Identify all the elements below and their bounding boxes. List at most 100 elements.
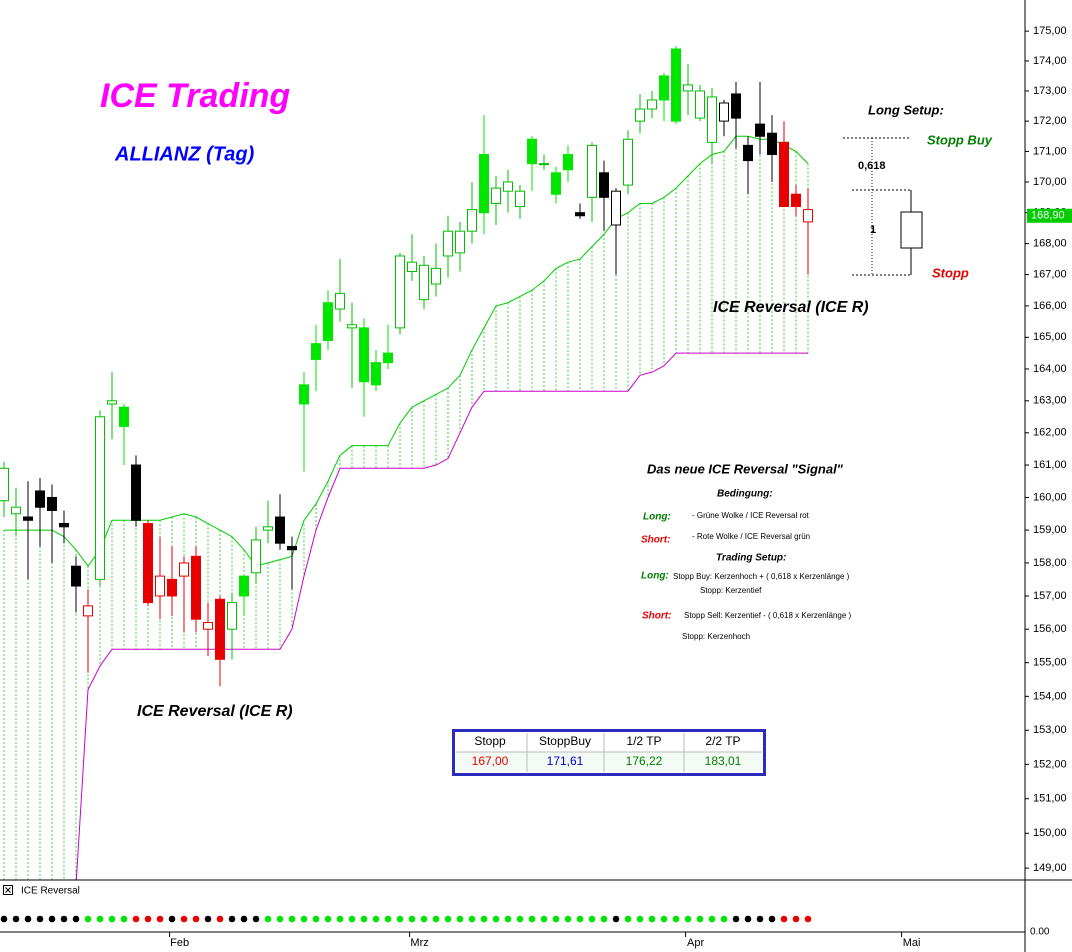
candle-body bbox=[611, 190, 621, 226]
indicator-dot bbox=[228, 915, 236, 923]
candle-body bbox=[575, 212, 585, 217]
candle-body bbox=[107, 400, 117, 405]
indicator-dot bbox=[168, 915, 176, 923]
candle-body bbox=[287, 545, 297, 551]
annotation: Stopp: Kerzentief bbox=[700, 586, 762, 595]
candle-body bbox=[623, 138, 633, 186]
candle-body bbox=[119, 406, 129, 427]
annotation: Trading Setup: bbox=[716, 553, 786, 564]
indicator-dot bbox=[396, 915, 404, 923]
last-price-label: 168,90 bbox=[1031, 210, 1065, 222]
y-tick-label: 156,00 bbox=[1033, 623, 1067, 635]
candle-body bbox=[167, 578, 177, 597]
table-cell: 171,61 bbox=[547, 754, 584, 768]
y-tick-label: 173,00 bbox=[1033, 85, 1067, 97]
indicator-dot bbox=[684, 915, 692, 923]
panel-title: ICE Reversal bbox=[21, 886, 80, 897]
stop-table: Stopp StoppBuy 1/2 TP 2/2 TP 167,00 171,… bbox=[452, 729, 766, 776]
candle-body bbox=[0, 467, 9, 502]
candle-body bbox=[479, 153, 489, 214]
cloud-upper-line bbox=[4, 135, 809, 568]
y-tick-label: 163,00 bbox=[1033, 395, 1067, 407]
x-tick-label: Mrz bbox=[410, 937, 428, 949]
candle-body bbox=[779, 141, 789, 208]
candle-body bbox=[227, 602, 237, 630]
y-tick-label: 153,00 bbox=[1033, 724, 1067, 736]
candle-body bbox=[431, 267, 441, 285]
indicator-dot bbox=[552, 915, 560, 923]
table-cell: 183,01 bbox=[705, 754, 742, 768]
indicator-dot bbox=[360, 915, 368, 923]
indicator-dot bbox=[624, 915, 632, 923]
indicator-dot bbox=[300, 915, 308, 923]
y-tick-label: 150,00 bbox=[1033, 827, 1067, 839]
annotation: ICE Reversal (ICE R) bbox=[137, 703, 293, 720]
indicator-dot bbox=[804, 915, 812, 923]
annotation: Stopp Buy: Kerzenhoch + ( 0,618 x Kerzen… bbox=[673, 572, 850, 581]
indicator-dot bbox=[768, 915, 776, 923]
candle-body bbox=[251, 539, 261, 574]
annotation: Stopp bbox=[932, 265, 969, 280]
candle-body bbox=[803, 209, 813, 223]
indicator-dot bbox=[108, 915, 116, 923]
indicator-dot bbox=[180, 915, 188, 923]
indicator-dot bbox=[444, 915, 452, 923]
candle-body bbox=[11, 506, 21, 515]
y-tick-label: 171,00 bbox=[1033, 145, 1067, 157]
indicator-dot bbox=[492, 915, 500, 923]
indicator-dot bbox=[432, 915, 440, 923]
annotation: 0,618 bbox=[858, 160, 886, 172]
candle-body bbox=[443, 230, 453, 257]
candle-body bbox=[635, 108, 645, 122]
candle-body bbox=[239, 575, 249, 597]
indicator-dot bbox=[372, 915, 380, 923]
candle-body bbox=[587, 144, 597, 198]
candle-body bbox=[383, 352, 393, 364]
candle-body bbox=[59, 523, 69, 528]
indicator-dot bbox=[120, 915, 128, 923]
candle-body bbox=[191, 555, 201, 620]
indicator-dot bbox=[216, 915, 224, 923]
indicator-dot bbox=[288, 915, 296, 923]
y-tick-label: 172,00 bbox=[1033, 115, 1067, 127]
candle-body bbox=[335, 292, 345, 310]
candle-body bbox=[599, 172, 609, 198]
y-tick-label: 165,00 bbox=[1033, 331, 1067, 343]
indicator-dot bbox=[504, 915, 512, 923]
candle-body bbox=[35, 490, 45, 508]
indicator-dot bbox=[24, 915, 32, 923]
chart-subtitle: ALLIANZ (Tag) bbox=[114, 143, 255, 165]
indicator-dot bbox=[636, 915, 644, 923]
candle-body bbox=[707, 96, 717, 143]
indicator-dot bbox=[48, 915, 56, 923]
table-header: 2/2 TP bbox=[705, 734, 740, 748]
candle-body bbox=[299, 384, 309, 405]
annotation: Short: bbox=[641, 535, 670, 546]
example-candle bbox=[900, 211, 923, 249]
indicator-dot bbox=[156, 915, 164, 923]
candle-body bbox=[731, 93, 741, 119]
candle-body bbox=[767, 132, 777, 155]
candle-body bbox=[551, 172, 561, 195]
candle-body bbox=[47, 496, 57, 511]
annotation: Long Setup: bbox=[868, 102, 944, 117]
indicator-dot bbox=[588, 915, 596, 923]
table-header: 1/2 TP bbox=[626, 734, 661, 748]
y-tick-label: 164,00 bbox=[1033, 363, 1067, 375]
indicator-dot bbox=[240, 915, 248, 923]
candle-body bbox=[347, 324, 357, 329]
candle-body bbox=[563, 153, 573, 171]
candle-body bbox=[527, 138, 537, 165]
candle-body bbox=[263, 526, 273, 531]
indicator-dot bbox=[732, 915, 740, 923]
indicator-dot bbox=[132, 915, 140, 923]
indicator-dot bbox=[696, 915, 704, 923]
indicator-dot bbox=[252, 915, 260, 923]
candle-body bbox=[179, 562, 189, 577]
indicator-dot bbox=[780, 915, 788, 923]
x-tick-label: Apr bbox=[687, 937, 704, 949]
cloud-lower-line bbox=[75, 352, 808, 880]
x-tick-label: Feb bbox=[170, 937, 189, 949]
candle-body bbox=[407, 261, 417, 273]
candle-body bbox=[359, 327, 369, 383]
